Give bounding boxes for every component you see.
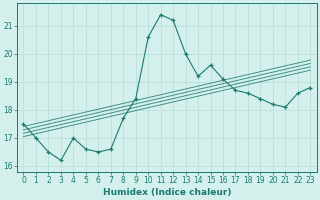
X-axis label: Humidex (Indice chaleur): Humidex (Indice chaleur): [103, 188, 231, 197]
